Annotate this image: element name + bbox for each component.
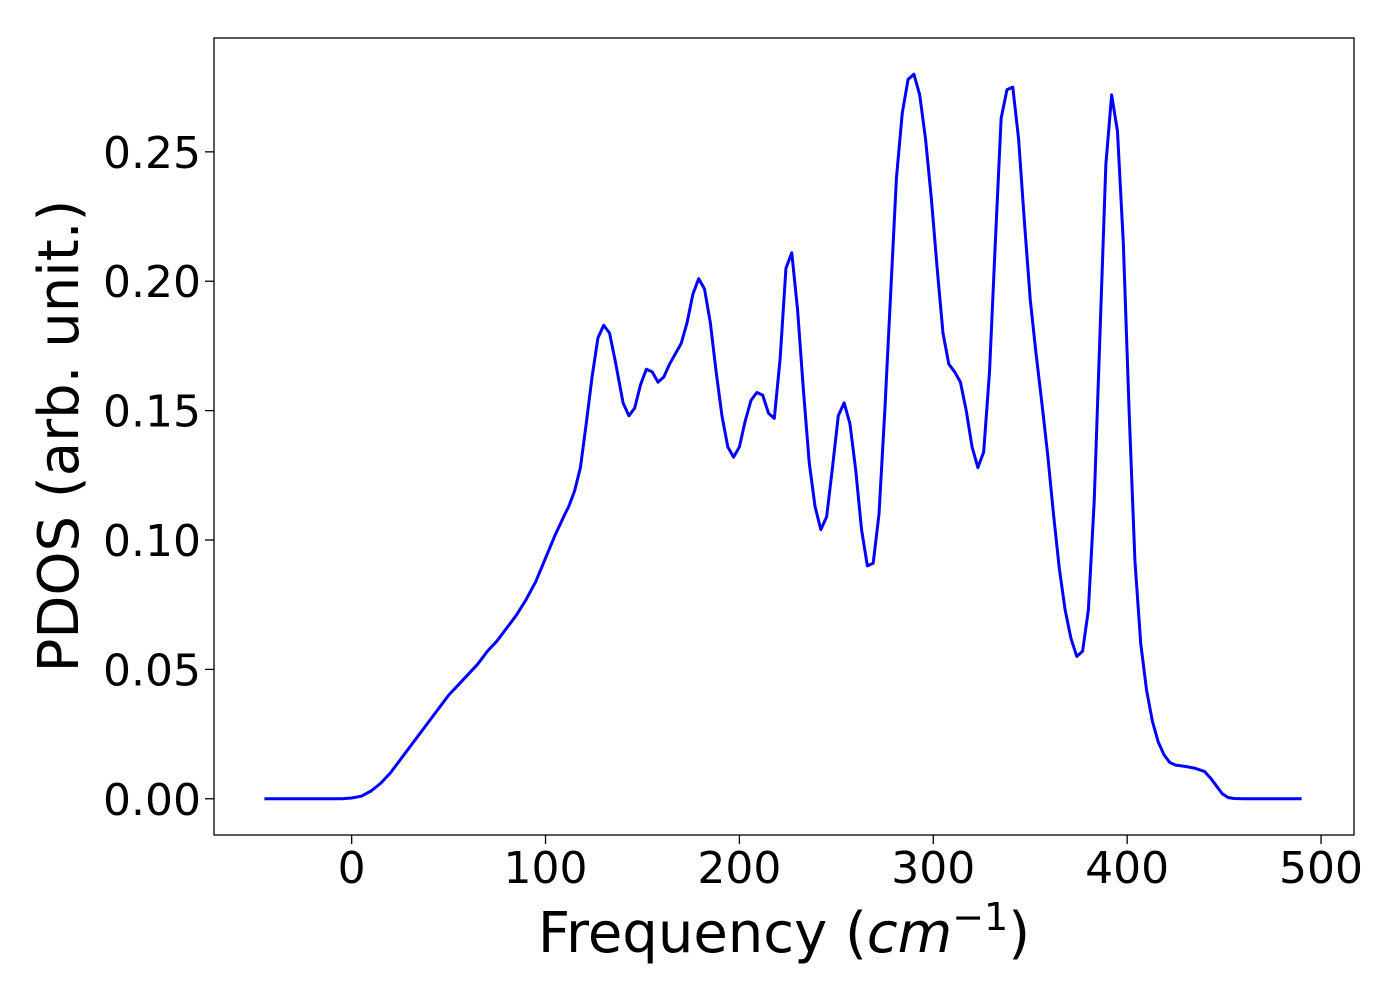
series-line-0 [264,72,1302,801]
x-tick-label: 100 [504,843,588,894]
y-tick-label: 0.15 [103,387,201,438]
x-axis-label: Frequency (cm−1) [538,895,1030,966]
plot-frame [213,37,1355,836]
y-tick-label: 0.00 [103,775,201,826]
x-tick-label: 400 [1085,843,1169,894]
series-layer [264,72,1302,801]
y-tick-label: 0.25 [103,128,201,179]
y-axis-label: PDOS (arb. unit.) [27,200,92,673]
x-tick-label: 500 [1279,843,1363,894]
y-tick-label: 0.20 [103,257,201,308]
plot-area [214,38,1354,835]
y-tick-label: 0.05 [103,645,201,696]
x-tick-label: 200 [697,843,781,894]
ticks-layer: 0 100 200 300 400 500 0.00 0.05 0.10 0.15 0.20 0.25 [103,128,1363,894]
y-tick-label: 0.10 [103,516,201,567]
x-tick-label: 300 [891,843,975,894]
x-tick-label: 0 [338,843,366,894]
